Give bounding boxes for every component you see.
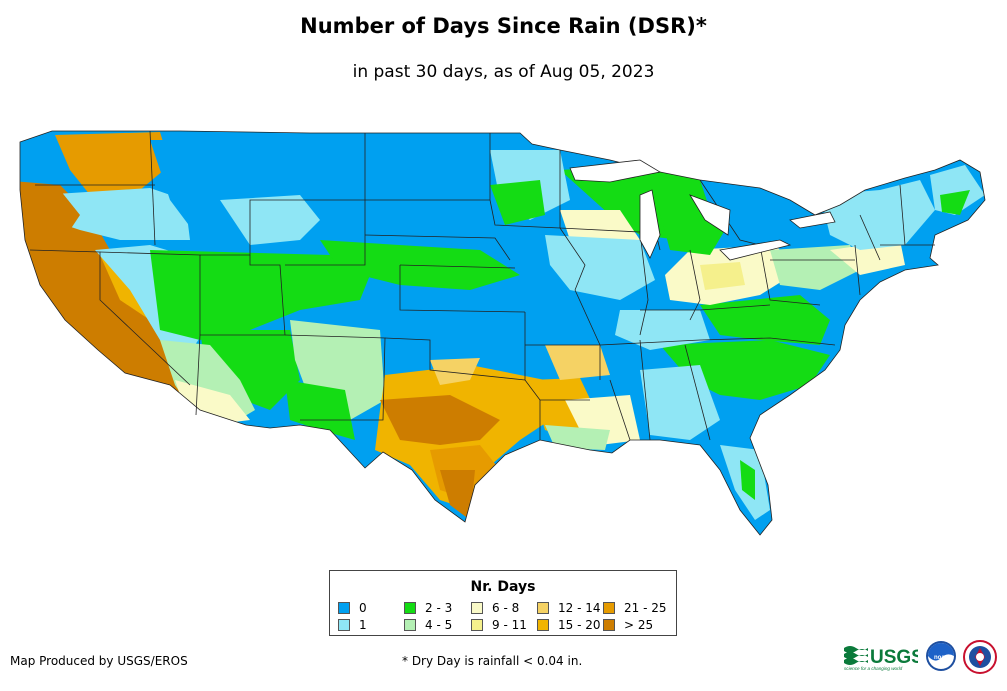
- legend-label: 0: [359, 601, 367, 615]
- legend-label: 15 - 20: [558, 618, 601, 632]
- legend-item-0: 0: [338, 601, 367, 615]
- map-subtitle: in past 30 days, as of Aug 05, 2023: [352, 62, 655, 82]
- region-2-3-rockies: [150, 250, 370, 340]
- legend-label: 21 - 25: [624, 601, 667, 615]
- region-6-8-ny: [830, 240, 905, 275]
- legend-item-6-8: 6 - 8: [471, 601, 519, 615]
- region-2-3-maine: [940, 190, 970, 215]
- region-1-midwest: [545, 235, 655, 300]
- region-2-3-florida: [740, 460, 755, 500]
- region-2-3-nm: [285, 380, 355, 440]
- legend-item-15-20: 15 - 20: [537, 618, 601, 632]
- region-2-3-dakota: [490, 180, 545, 225]
- region-gt25-texas: [380, 395, 500, 445]
- region-2-3-utah: [200, 330, 300, 410]
- legend-swatch: [537, 618, 549, 631]
- legend-swatch: [603, 601, 615, 614]
- region-21-25-pnw: [55, 132, 170, 195]
- dsr-raster: [20, 131, 985, 535]
- credit-text: Map Produced by USGS/EROS: [10, 654, 188, 668]
- region-4-5-la-mid: [545, 425, 610, 450]
- footnote-text: * Dry Day is rainfall < 0.04 in.: [402, 654, 583, 668]
- region-1-oregon: [40, 188, 190, 240]
- usgs-tagline: science for a changing world: [844, 666, 903, 671]
- legend-label: 1: [359, 618, 367, 632]
- region-1-kentucky: [615, 310, 710, 350]
- region-gt25-oregon: [20, 190, 80, 245]
- great-lakes: [569, 159, 836, 261]
- legend-item-12-14: 12 - 14: [537, 601, 601, 615]
- region-9-11-ohio: [700, 262, 745, 290]
- legend-label: 6 - 8: [492, 601, 520, 615]
- legend-item-21-25: 21 - 25: [603, 601, 667, 615]
- legend-label: 12 - 14: [558, 601, 601, 615]
- legend-swatch: [404, 618, 416, 631]
- legend-item-2-3: 2 - 3: [404, 601, 452, 615]
- region-gt25-south-tx: [440, 470, 475, 520]
- legend: Nr. Days 0 1 2 - 3 4 - 5 6 - 8 9 - 11 12…: [329, 570, 677, 636]
- legend-item-9-11: 9 - 11: [471, 618, 527, 632]
- nws-logo: [963, 640, 997, 674]
- legend-label: 2 - 3: [425, 601, 453, 615]
- usgs-logo: USGS science for a changing world: [844, 646, 918, 671]
- legend-swatch: [471, 601, 483, 614]
- noaa-text: noaa: [934, 655, 949, 661]
- legend-swatch: [404, 601, 416, 614]
- region-1-georgia: [640, 365, 720, 440]
- legend-swatch: [471, 618, 483, 631]
- legend-item-4-5: 4 - 5: [404, 618, 452, 632]
- region-12-14-ar: [545, 345, 610, 380]
- legend-swatch: [537, 601, 549, 614]
- usgs-text: USGS: [870, 647, 918, 668]
- noaa-logo: noaa: [926, 641, 956, 671]
- region-12-14-tx-ok: [430, 358, 480, 385]
- legend-item-gt25: > 25: [603, 618, 653, 632]
- region-2-3-kansas: [320, 240, 520, 290]
- legend-label: > 25: [624, 618, 654, 632]
- legend-label: 9 - 11: [492, 618, 527, 632]
- state-borders: [19, 130, 986, 536]
- legend-swatch: [338, 601, 350, 614]
- legend-item-1: 1: [338, 618, 367, 632]
- region-1-montana: [220, 195, 320, 245]
- map-title: Number of Days Since Rain (DSR)*: [300, 14, 707, 38]
- legend-title: Nr. Days: [470, 579, 536, 595]
- legend-swatch: [338, 618, 350, 631]
- legend-label: 4 - 5: [425, 618, 453, 632]
- legend-swatch: [603, 618, 615, 631]
